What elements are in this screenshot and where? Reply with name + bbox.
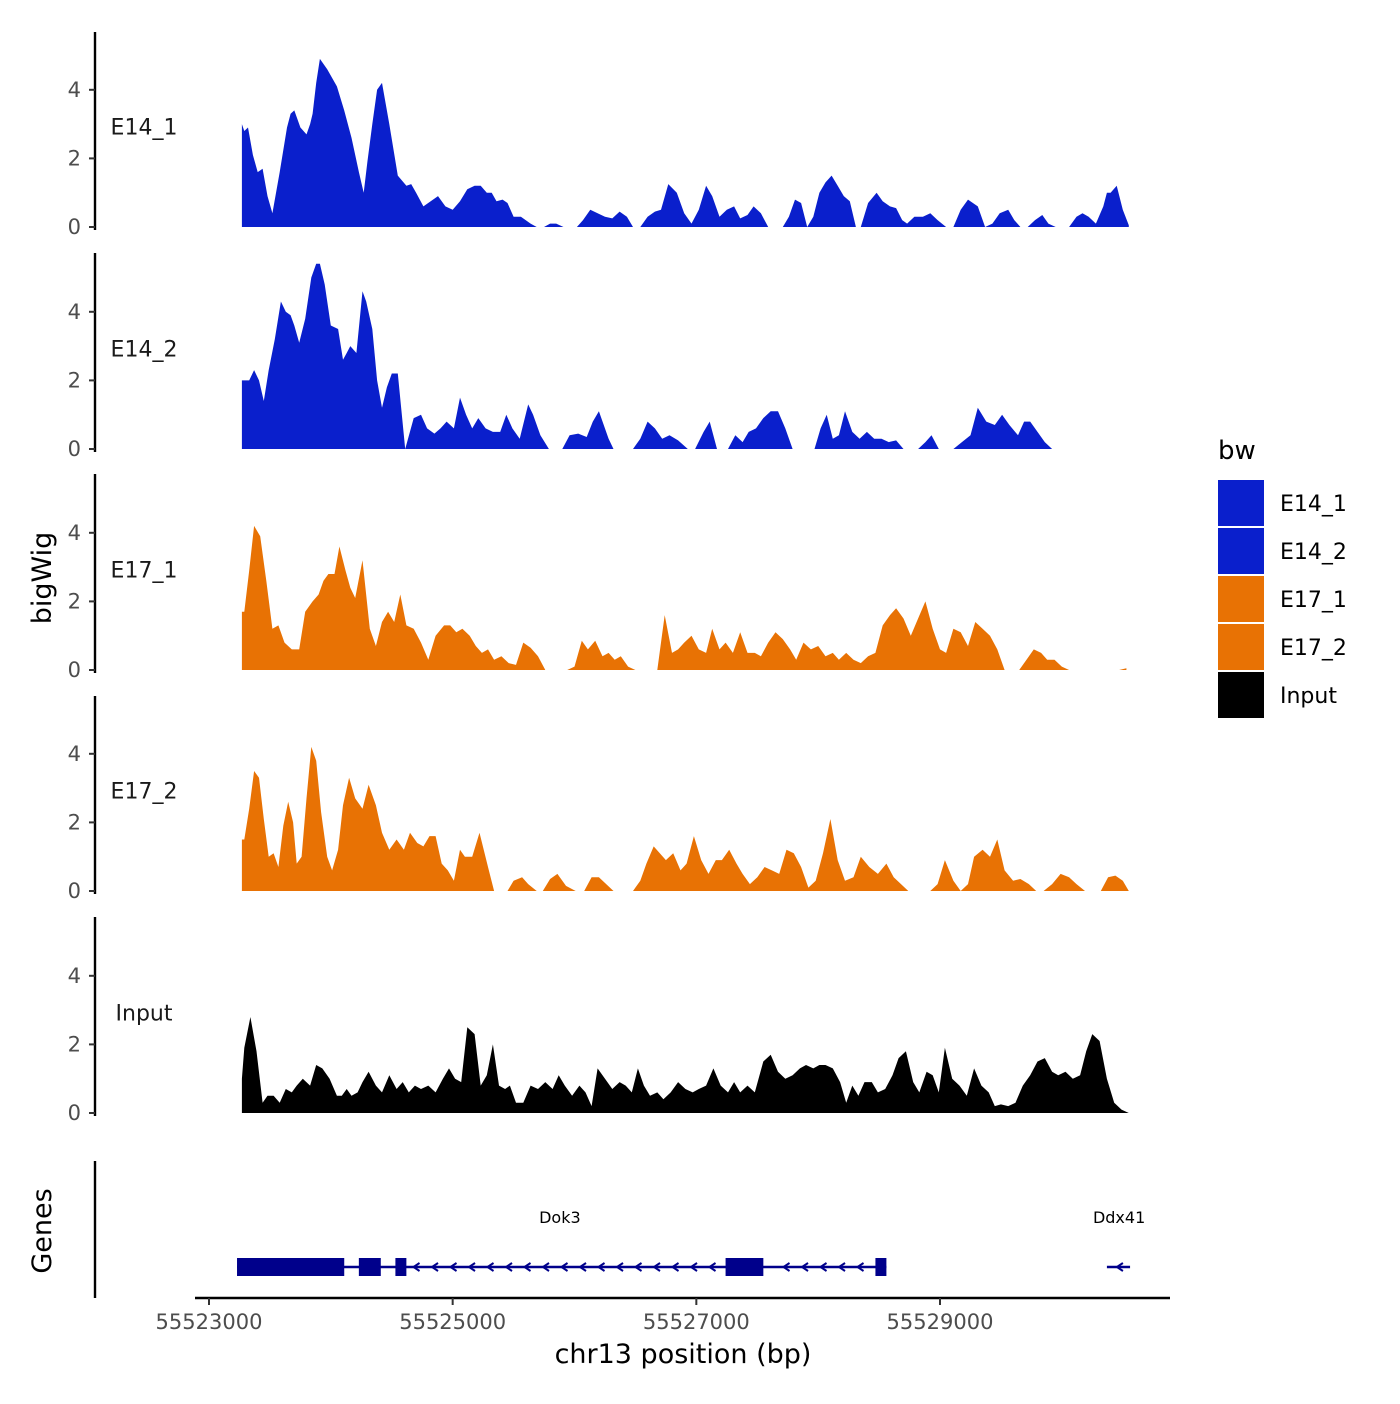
y-tick-label: 0 [68, 1101, 81, 1125]
y-tick-label: 4 [68, 300, 81, 324]
y-tick-label: 0 [68, 879, 81, 903]
strand-arrow [781, 1262, 791, 1272]
signal-area-E17_1 [241, 525, 1127, 670]
track-label: E17_1 [111, 558, 178, 583]
track-label: Input [116, 1001, 173, 1026]
tracks-layer: 0 2 4 E14_1 0 2 4 E14_2 0 2 4 E17_1 0 2 4 E17_2 0 2 4 Input [68, 32, 1129, 1125]
x-tick-label: 55529000 [887, 1310, 994, 1334]
y-tick-label: 2 [68, 810, 81, 834]
x-axis: 55523000 55525000 55527000 55529000 [156, 1296, 1170, 1334]
strand-arrow [633, 1262, 643, 1272]
y-tick-label: 4 [68, 742, 81, 766]
strand-arrow [818, 1262, 828, 1272]
x-axis-title: chr13 position (bp) [555, 1339, 812, 1370]
strand-arrow [411, 1262, 421, 1272]
genes-axis-title: Genes [27, 1188, 58, 1273]
strand-arrow [615, 1262, 624, 1272]
strand-arrow [578, 1262, 587, 1272]
strand-arrow [837, 1262, 846, 1272]
legend-title: bw [1218, 436, 1256, 466]
track-label: E17_2 [111, 779, 178, 804]
exon [725, 1258, 764, 1276]
strand-arrow [855, 1262, 865, 1272]
strand-arrow [522, 1262, 532, 1272]
track-E14_2: 0 2 4 E14_2 [68, 253, 1060, 461]
y-tick-label: 4 [68, 78, 81, 102]
strand-arrow [707, 1262, 717, 1272]
y-axis-title: bigWig [27, 532, 58, 625]
y-tick-label: 0 [68, 658, 81, 682]
legend-entry-E17_1: E17_1 [1218, 576, 1347, 622]
signal-area-Input [241, 1017, 1129, 1113]
legend-swatch [1218, 528, 1264, 574]
legend: bw E14_1 E14_2 E17_1 E17_2 Input [1218, 436, 1347, 718]
gene-label: Dok3 [539, 1208, 581, 1227]
legend-entry-Input: Input [1218, 672, 1337, 718]
strand-arrow [430, 1262, 439, 1272]
legend-label: Input [1280, 684, 1337, 709]
x-tick-label: 55527000 [643, 1310, 750, 1334]
legend-entry-E14_2: E14_2 [1218, 528, 1347, 574]
legend-entry-E14_1: E14_1 [1218, 480, 1347, 526]
y-tick-label: 2 [68, 1032, 81, 1056]
strand-arrow [689, 1262, 698, 1272]
legend-label: E14_1 [1280, 492, 1347, 517]
y-tick-label: 4 [68, 521, 81, 545]
y-tick-label: 2 [68, 146, 81, 170]
strand-arrow [448, 1262, 458, 1272]
y-tick-label: 0 [68, 437, 81, 461]
exon [395, 1258, 407, 1276]
strand-arrow [596, 1262, 606, 1272]
signal-area-E14_2 [241, 263, 1060, 449]
strand-arrow [504, 1262, 513, 1272]
legend-swatch [1218, 672, 1264, 718]
exon [358, 1258, 381, 1276]
legend-swatch [1218, 624, 1264, 670]
x-tick-label: 55523000 [156, 1310, 263, 1334]
y-tick-label: 2 [68, 368, 81, 392]
legend-label: E17_2 [1280, 636, 1347, 661]
legend-swatch [1218, 480, 1264, 526]
track-E14_1: 0 2 4 E14_1 [68, 32, 1129, 239]
legend-swatch [1218, 576, 1264, 622]
strand-arrow [800, 1262, 809, 1272]
track-Input: 0 2 4 Input [68, 917, 1129, 1125]
legend-label: E17_1 [1280, 588, 1347, 613]
y-tick-label: 2 [68, 589, 81, 613]
strand-arrow [1115, 1262, 1124, 1272]
strand-arrow [670, 1262, 680, 1272]
strand-arrow [467, 1262, 476, 1272]
y-tick-label: 0 [68, 215, 81, 239]
strand-arrow [485, 1262, 495, 1272]
strand-arrow [541, 1262, 550, 1272]
exon [875, 1258, 887, 1276]
track-label: E14_1 [111, 115, 178, 140]
track-E17_2: 0 2 4 E17_2 [68, 696, 1129, 903]
legend-label: E14_2 [1280, 540, 1347, 565]
legend-entry-E17_2: E17_2 [1218, 624, 1347, 670]
gene-Dok3: Dok3 [237, 1208, 887, 1276]
genes-layer: Dok3 Ddx41 [93, 1161, 1145, 1298]
gene-Ddx41: Ddx41 [1093, 1208, 1145, 1272]
y-tick-label: 4 [68, 964, 81, 988]
x-tick-label: 55525000 [399, 1310, 506, 1334]
track-E17_1: 0 2 4 E17_1 [68, 474, 1127, 682]
strand-arrow [652, 1262, 661, 1272]
track-label: E14_2 [111, 337, 178, 362]
exon [237, 1258, 345, 1276]
signal-area-E14_1 [241, 58, 1129, 228]
gene-label: Ddx41 [1093, 1208, 1145, 1227]
signal-area-E17_2 [241, 746, 1129, 891]
strand-arrow [559, 1262, 569, 1272]
